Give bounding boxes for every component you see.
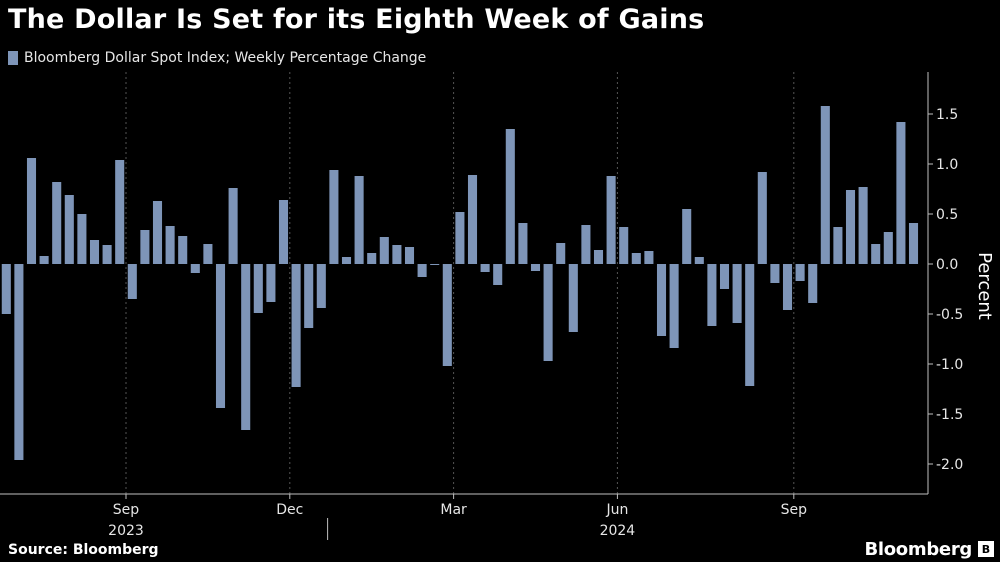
bar [102, 245, 112, 264]
bar [896, 122, 906, 264]
bar [656, 264, 667, 336]
bar [392, 245, 402, 264]
bar [719, 264, 730, 289]
bar [606, 176, 616, 264]
y-tick-label: 1.5 [936, 107, 958, 123]
year-label: 2024 [600, 523, 636, 539]
bar [203, 244, 213, 264]
legend-swatch [8, 51, 18, 65]
bar [467, 175, 478, 264]
bar [833, 227, 843, 264]
source-note: Source: Bloomberg [8, 542, 159, 558]
y-tick-label: -0.5 [936, 307, 963, 323]
bar [1, 264, 11, 314]
x-tick-label: Sep [781, 502, 808, 518]
bar [39, 256, 49, 264]
bar [518, 223, 528, 264]
y-tick-label: 0.0 [936, 257, 958, 273]
bar [127, 264, 137, 299]
bar [430, 264, 440, 265]
bar [341, 257, 352, 264]
bar [215, 264, 226, 408]
bar [442, 264, 452, 366]
bar [644, 251, 654, 264]
x-tick-label: Mar [440, 502, 467, 518]
bar [253, 264, 263, 313]
bar [543, 264, 553, 361]
bloomberg-logo-icon: B [978, 541, 994, 557]
y-tick-label: -1.0 [936, 357, 963, 373]
bar [417, 264, 427, 277]
bar [593, 250, 604, 264]
bar [820, 106, 830, 264]
bar [228, 188, 238, 264]
bar [291, 264, 301, 387]
x-tick-label: Dec [276, 502, 303, 518]
bar [316, 264, 326, 308]
bar [845, 190, 856, 264]
x-tick-label: Sep [113, 502, 140, 518]
bar [455, 212, 465, 264]
bar [619, 227, 629, 264]
bar [568, 264, 578, 332]
x-tick-label: Jun [605, 502, 628, 518]
chart-title: The Dollar Is Set for its Eighth Week of… [8, 4, 705, 35]
bar [89, 240, 100, 264]
bar [493, 264, 503, 285]
bar [367, 253, 377, 264]
bar [669, 264, 679, 348]
bar [707, 264, 717, 326]
bar [556, 243, 566, 264]
bar [152, 201, 163, 264]
bar [682, 209, 692, 264]
bar [530, 264, 541, 271]
bar [77, 214, 87, 264]
legend: Bloomberg Dollar Spot Index; Weekly Perc… [8, 50, 426, 66]
bar [140, 230, 150, 264]
bar [694, 257, 704, 264]
bar [115, 160, 125, 264]
y-tick-label: 1.0 [936, 157, 958, 173]
bar [329, 170, 339, 264]
bar [808, 264, 818, 303]
bar [883, 232, 893, 264]
bar [908, 223, 919, 264]
bar [757, 172, 767, 264]
bar [266, 264, 276, 302]
y-axis-title: Percent [974, 252, 995, 320]
bar [404, 247, 415, 264]
bar [26, 158, 37, 264]
y-tick-label: -1.5 [936, 407, 963, 423]
bar [178, 236, 188, 264]
bar [631, 253, 641, 264]
bar [379, 237, 389, 264]
bar [165, 226, 175, 264]
bar [52, 182, 62, 264]
y-tick-label: 0.5 [936, 207, 958, 223]
bar [354, 176, 364, 264]
bar [745, 264, 755, 386]
y-tick-label: -2.0 [936, 457, 963, 473]
bar [480, 264, 490, 272]
year-label: 2023 [108, 523, 144, 539]
bar [14, 264, 24, 460]
bar [795, 264, 805, 281]
bar [304, 264, 314, 328]
bar [770, 264, 780, 283]
bar [581, 225, 591, 264]
bar [64, 195, 74, 264]
bar [241, 264, 251, 430]
bar [858, 187, 868, 264]
bar [190, 264, 200, 273]
brand-name: Bloomberg [864, 539, 972, 560]
bar [871, 244, 881, 264]
bar [732, 264, 742, 323]
legend-label: Bloomberg Dollar Spot Index; Weekly Perc… [24, 50, 427, 66]
bar [505, 129, 515, 264]
bar [782, 264, 793, 310]
bar [278, 200, 289, 264]
